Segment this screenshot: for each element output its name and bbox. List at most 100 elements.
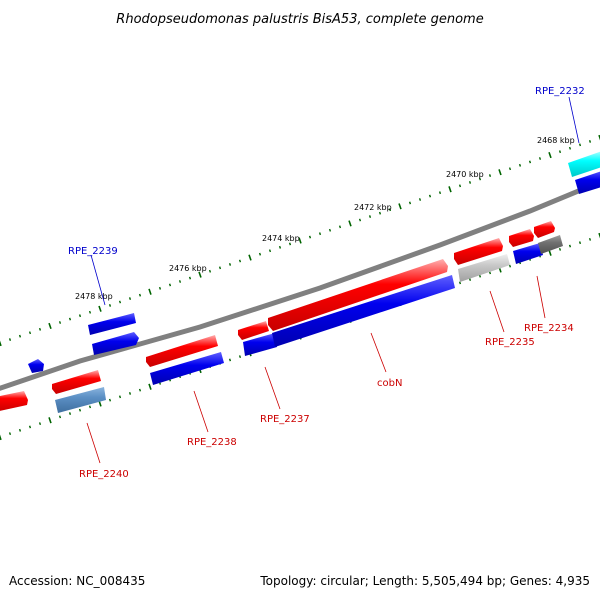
minor-tick xyxy=(58,415,62,419)
tick-label-2476: 2476 kbp xyxy=(169,264,207,273)
minor-tick xyxy=(318,232,322,236)
minor-tick xyxy=(8,338,12,341)
gene-feature-rpe-2237 xyxy=(238,321,269,340)
leader-rpe-2238 xyxy=(193,390,209,433)
gene-feature-grey xyxy=(458,254,510,282)
minor-tick xyxy=(128,392,132,395)
minor-tick xyxy=(468,181,472,184)
minor-tick xyxy=(118,395,122,399)
minor-tick xyxy=(488,271,492,275)
minor-tick xyxy=(158,286,162,290)
minor-tick xyxy=(408,201,412,205)
minor-tick xyxy=(478,177,482,181)
minor-tick xyxy=(18,428,22,432)
minor-tick xyxy=(368,215,372,218)
minor-tick xyxy=(558,150,562,154)
tick-label-2468: 2468 kbp xyxy=(537,136,575,145)
minor-tick xyxy=(228,263,232,266)
minor-tick xyxy=(228,358,232,362)
gene-label-rpe-2235: RPE_2235 xyxy=(485,337,535,348)
minor-tick xyxy=(458,281,462,285)
minor-tick xyxy=(358,218,362,222)
leader-rpe-2235 xyxy=(489,290,505,333)
gene-label-rpe-2239: RPE_2239 xyxy=(68,246,118,257)
minor-tick xyxy=(68,412,72,415)
minor-tick xyxy=(288,242,292,246)
minor-tick xyxy=(578,241,582,245)
minor-tick xyxy=(458,184,462,188)
major-tick xyxy=(298,237,302,244)
outer-tick-ring xyxy=(0,134,600,347)
minor-tick xyxy=(168,283,172,287)
minor-tick xyxy=(568,146,572,150)
major-tick xyxy=(148,383,152,390)
gene-feature-rpe-2240 xyxy=(52,370,101,394)
gene-feature-blue-small xyxy=(92,332,139,355)
minor-tick xyxy=(238,259,242,263)
gene-feature-blue-row2-long xyxy=(272,275,455,347)
minor-tick xyxy=(28,331,32,335)
minor-tick xyxy=(508,264,512,268)
minor-tick xyxy=(78,314,82,318)
minor-tick xyxy=(558,247,562,251)
major-tick xyxy=(348,220,352,227)
gene-label-cobn: cobN xyxy=(377,378,402,389)
gene-feature-blue-top-right xyxy=(575,171,600,194)
minor-tick xyxy=(258,252,262,256)
minor-tick xyxy=(438,191,442,195)
gene-feature-blue-row2-a xyxy=(150,352,224,385)
minor-tick xyxy=(488,174,492,177)
major-tick xyxy=(398,203,402,210)
major-tick xyxy=(448,186,452,193)
minor-tick xyxy=(268,249,272,253)
minor-tick xyxy=(78,408,82,412)
minor-tick xyxy=(68,317,72,321)
leader-rpe-2240 xyxy=(86,422,101,464)
tick-label-2474: 2474 kbp xyxy=(262,234,300,243)
gene-label-rpe-2238: RPE_2238 xyxy=(187,437,237,448)
gene-label-rpe-2240: RPE_2240 xyxy=(79,469,129,480)
gene-label-rpe-2234: RPE_2234 xyxy=(524,323,574,334)
leader-rpe-2234 xyxy=(536,275,546,319)
major-tick xyxy=(48,322,52,330)
major-tick xyxy=(598,232,600,239)
minor-tick xyxy=(528,160,532,164)
major-tick xyxy=(48,417,52,424)
minor-tick xyxy=(188,276,192,280)
gene-feature-blue-tiny xyxy=(28,359,44,373)
gene-feature-rpe-2235 xyxy=(454,238,503,265)
genome-backbone xyxy=(0,179,600,391)
gene-feature-dark-grey xyxy=(538,235,563,254)
gene-feature-red-edge xyxy=(0,391,28,411)
major-tick xyxy=(0,340,2,347)
minor-tick xyxy=(38,327,42,331)
minor-tick xyxy=(468,278,472,281)
gene-feature-rpe-2239 xyxy=(88,313,136,335)
minor-tick xyxy=(8,432,12,436)
major-tick xyxy=(0,434,2,441)
minor-tick xyxy=(578,143,582,147)
minor-tick xyxy=(58,321,62,324)
minor-tick xyxy=(128,297,132,300)
minor-tick xyxy=(588,140,592,143)
minor-tick xyxy=(278,245,282,249)
major-tick xyxy=(548,151,552,159)
minor-tick xyxy=(518,163,522,167)
minor-tick xyxy=(118,300,122,304)
gene-label-rpe-2232: RPE_2232 xyxy=(535,86,585,97)
map-title: Rhodopseudomonas palustris BisA53, compl… xyxy=(116,12,483,27)
tick-label-2470: 2470 kbp xyxy=(446,170,484,179)
leader-rpe-2232 xyxy=(568,96,580,144)
gene-feature-steel-blue xyxy=(55,387,106,413)
minor-tick xyxy=(88,310,92,314)
minor-tick xyxy=(538,157,542,160)
major-tick xyxy=(98,305,102,312)
major-tick xyxy=(148,288,152,295)
genome-stats-text: Topology: circular; Length: 5,505,494 bp… xyxy=(260,574,590,588)
minor-tick xyxy=(18,334,22,338)
gene-feature-rpe-2238 xyxy=(146,335,218,367)
minor-tick xyxy=(178,280,182,283)
minor-tick xyxy=(108,398,112,402)
minor-tick xyxy=(418,198,422,201)
